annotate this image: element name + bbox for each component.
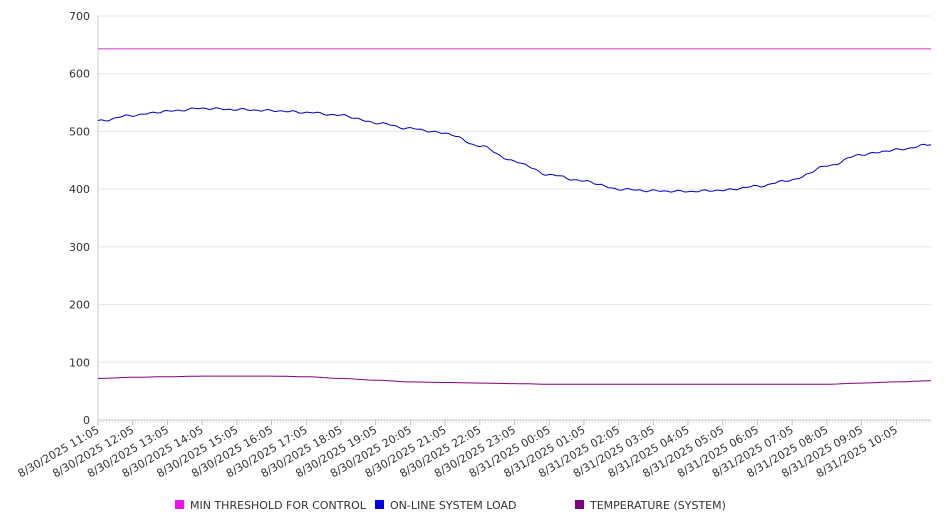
grid-layer [98, 15, 931, 363]
legend-swatch-temperature-system [575, 500, 584, 509]
legend: MIN THRESHOLD FOR CONTROL ON-LINE SYSTEM … [175, 499, 726, 512]
legend-swatch-min-threshold-for-control [175, 500, 184, 509]
y-tick-label: 500 [69, 125, 90, 138]
legend-label-min-threshold-for-control: MIN THRESHOLD FOR CONTROL [190, 499, 367, 512]
legend-swatch-on-line-system-load [375, 500, 384, 509]
series-line-temperature-system [98, 375, 931, 385]
y-tick-label: 200 [69, 299, 90, 312]
y-tick-label: 100 [69, 356, 90, 369]
y-tick-label: 300 [69, 241, 90, 254]
legend-label-on-line-system-load: ON-LINE SYSTEM LOAD [390, 499, 516, 512]
y-tick-label: 0 [83, 414, 90, 427]
y-tick-label: 400 [69, 183, 90, 196]
series-line-on-line-system-load [97, 107, 932, 193]
series-layer [97, 48, 932, 385]
y-tick-label: 700 [69, 10, 90, 23]
legend-label-temperature-system: TEMPERATURE (SYSTEM) [589, 499, 726, 512]
y-tick-label: 600 [69, 68, 90, 81]
